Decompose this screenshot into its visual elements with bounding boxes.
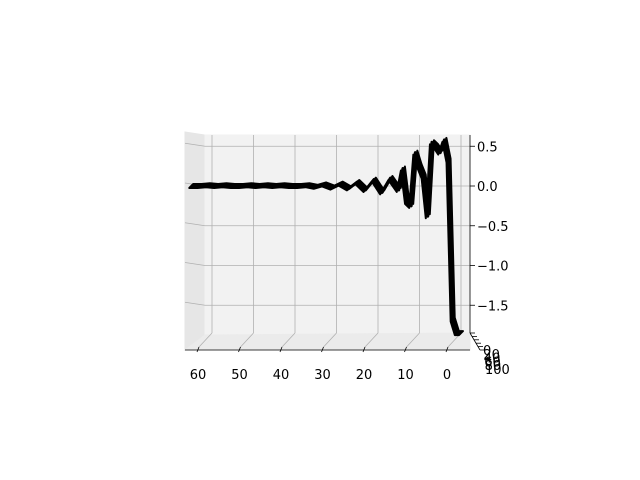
left-gridline xyxy=(184,142,206,147)
x-tick-label: 10 xyxy=(397,368,414,383)
x-tick-label: 60 xyxy=(190,368,207,383)
x-tick-mark xyxy=(279,346,283,353)
z-axis-ticks: 0.5 0.0 −0.5 −1.0 −1.5 xyxy=(470,140,509,314)
floor-gridline xyxy=(281,332,296,348)
surface xyxy=(188,136,464,337)
floor-gridline xyxy=(323,332,337,348)
x-tick-label: 20 xyxy=(356,368,373,383)
depth-tick-label: 100 xyxy=(485,363,510,378)
depth-axis-line xyxy=(469,332,481,351)
x-tick-mark xyxy=(196,346,200,353)
floor-gridline xyxy=(240,332,254,348)
x-tick-mark xyxy=(321,346,324,353)
z-tick-label: −1.5 xyxy=(477,299,509,314)
depth-tick-label: 20 xyxy=(483,348,500,363)
x-tick-label: 30 xyxy=(314,368,331,383)
x-tick-mark xyxy=(362,346,366,353)
x-tick-mark xyxy=(238,346,241,353)
depth-tick-label: 60 xyxy=(484,355,501,370)
z-tick-label: −0.5 xyxy=(477,220,509,235)
surface-edge xyxy=(191,138,461,335)
floor-gridline xyxy=(406,332,420,348)
left-gridline xyxy=(184,262,206,266)
z-tick-label: 0.0 xyxy=(477,180,498,195)
x-tick-label: 40 xyxy=(273,368,290,383)
depth-tick-label: 40 xyxy=(484,352,501,367)
left-gridline xyxy=(184,222,206,227)
depth-tick-label: 80 xyxy=(485,359,502,374)
z-tick-label: 0.5 xyxy=(477,140,498,155)
x-tick-mark xyxy=(404,346,407,353)
z-tick-label: −1.0 xyxy=(477,260,509,275)
floor-gridline xyxy=(198,332,213,348)
x-tick-label: 50 xyxy=(231,368,248,383)
x-tick-label: 0 xyxy=(443,368,451,383)
x-axis-ticks: 60 50 40 30 20 10 0 xyxy=(190,346,451,383)
floor-pane xyxy=(183,332,471,351)
x-tick-mark xyxy=(445,346,449,353)
left-gridline xyxy=(184,301,206,306)
left-pane xyxy=(184,131,206,351)
depth-tick-label: 0 xyxy=(483,344,491,359)
floor-gridline xyxy=(364,332,379,348)
